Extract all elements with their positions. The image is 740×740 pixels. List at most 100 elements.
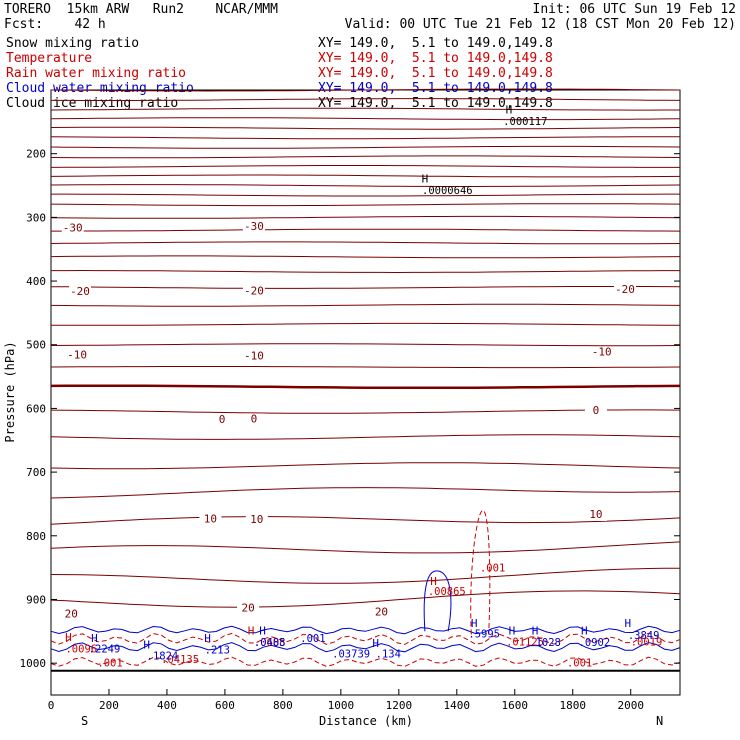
isotherm-line [51, 193, 680, 197]
maximum-value-label: .0000646 [422, 185, 473, 197]
axes: 0 200 400 600 800 1000 1200 1400 1600 1800 2000200… [20, 148, 680, 712]
isotherm-line [50, 462, 681, 470]
isotherm-label: -10 [67, 349, 87, 362]
maximum-value-label: .001 [97, 657, 122, 669]
high-marker: H [581, 625, 588, 638]
y-tick-label: 1000 [20, 657, 47, 670]
y-tick-label: 200 [26, 148, 46, 161]
plot-frame [50, 89, 681, 696]
isotherm-label-bg [613, 284, 636, 297]
rain-water-contour [50, 632, 681, 645]
isotherm-label-bg [66, 349, 89, 362]
isotherm-line [50, 487, 681, 499]
isotherm-label-bg [245, 514, 268, 527]
isotherm-label-bg [242, 413, 265, 426]
isotherm-line [50, 255, 681, 259]
maximum-value-label: .3849 [628, 630, 660, 642]
maximum-value-label: .001 [567, 657, 592, 669]
isotherm-label: 0 [219, 413, 226, 426]
isotherm-label-bg [61, 222, 84, 235]
isotherm-label: -20 [615, 283, 635, 296]
moisture-contours [50, 509, 681, 667]
isotherm-line [50, 174, 681, 178]
x-tick-label: 1400 [444, 699, 471, 712]
high-marker: H [506, 104, 513, 117]
maximum-value-label: .0902 [579, 637, 611, 649]
x-tick-label: 600 [215, 699, 235, 712]
high-marker: H [422, 172, 429, 185]
maximum-value-label: .04135 [161, 654, 199, 666]
contour-labels: -30 -30 -20 -20 -20 -10 -10 -10 0 0 0 10 10 10 20 20 20 H… [60, 104, 663, 669]
maximum-value-label: .0605 [254, 637, 286, 649]
isotherm-label: -20 [70, 285, 90, 298]
field-xy-cloud-ice: XY= 149.0, 5.1 to 149.0,149.8 [318, 96, 553, 111]
isotherm-label-bg [584, 508, 607, 521]
isotherm-line [50, 303, 681, 307]
isotherm-label-bg [68, 286, 91, 299]
y-tick-label: 800 [26, 530, 46, 543]
isotherm-label-bg [370, 606, 393, 619]
isotherm-line [50, 241, 681, 245]
isotherm-line [50, 88, 681, 92]
isotherm-label: 10 [589, 508, 602, 521]
maximum-value-label: .0488 [254, 637, 286, 649]
isotherm-label-bg [211, 414, 234, 427]
x-tick-label: 2000 [617, 699, 644, 712]
cloud-water-contour [50, 641, 681, 653]
maximum-value-label: .001 [480, 562, 505, 574]
high-marker: H [509, 625, 516, 638]
isotherm-line [50, 590, 681, 608]
maximum-value-label: .2249 [89, 643, 121, 655]
x-tick-label: 1800 [560, 699, 587, 712]
isotherm-label: 0 [593, 404, 600, 417]
maximum-value-label: .0096 [65, 643, 97, 655]
isotherm-line [50, 366, 681, 369]
y-tick-label: 500 [26, 339, 46, 352]
isotherm-line [51, 98, 681, 101]
isotherm-label: -10 [592, 346, 612, 359]
maximum-value-label: .03739 [332, 648, 370, 660]
header-init: Init: 06 UTC Sun 19 Feb 12 [532, 2, 737, 17]
high-marker: H [532, 625, 539, 638]
high-marker: H [91, 632, 98, 645]
maximum-value-label: .5995 [468, 629, 500, 641]
isotherm-line [50, 384, 681, 390]
y-tick-label: 700 [26, 466, 46, 479]
isotherm-line [51, 269, 680, 274]
field-xy-snow: XY= 149.0, 5.1 to 149.0,149.8 [318, 36, 553, 51]
temperature-isotherms [50, 88, 681, 608]
isotherm-line [50, 155, 681, 159]
isotherm-label-bg [199, 513, 222, 526]
isotherm-label: 20 [241, 602, 254, 615]
isotherm-label: -30 [244, 220, 264, 233]
isotherm-label-bg [60, 608, 83, 621]
y-tick-label: 400 [26, 275, 46, 288]
field-xy-cloud-water: XY= 149.0, 5.1 to 149.0,149.8 [318, 81, 553, 96]
end-label-south: S [81, 714, 88, 728]
y-tick-label: 900 [26, 593, 46, 606]
isotherm-line [50, 126, 681, 130]
maximum-value-label: .0019 [631, 636, 663, 648]
field-name-cloud-water: Cloud water mixing ratio [6, 81, 194, 96]
maximum-value-label: .213 [205, 645, 230, 657]
isotherm-label: -20 [244, 284, 264, 297]
cloud-water-dome-contour [423, 570, 452, 632]
rain-plume-contour [470, 509, 491, 635]
isotherm-label: 20 [375, 605, 388, 618]
x-tick-label: 200 [99, 699, 119, 712]
isotherm-label-bg [242, 285, 265, 298]
header-model: TORERO 15km ARW Run2 NCAR/MMM [4, 2, 278, 17]
field-xy-rain: XY= 149.0, 5.1 to 149.0,149.8 [318, 66, 553, 81]
field-name-snow: Snow mixing ratio [6, 36, 140, 51]
isotherm-line [50, 145, 681, 149]
x-tick-label: 800 [273, 699, 293, 712]
field-name-rain: Rain water mixing ratio [6, 66, 187, 81]
isotherm-label: -30 [63, 221, 83, 234]
isotherm-label: 20 [65, 607, 78, 620]
x-tick-label: 1200 [386, 699, 413, 712]
isotherm-line [50, 541, 681, 554]
maximum-value-label: .1028 [529, 637, 561, 649]
header-valid: Valid: 00 UTC Tue 21 Feb 12 (18 CST Mon … [344, 17, 736, 32]
isotherm-label-bg [590, 346, 613, 359]
